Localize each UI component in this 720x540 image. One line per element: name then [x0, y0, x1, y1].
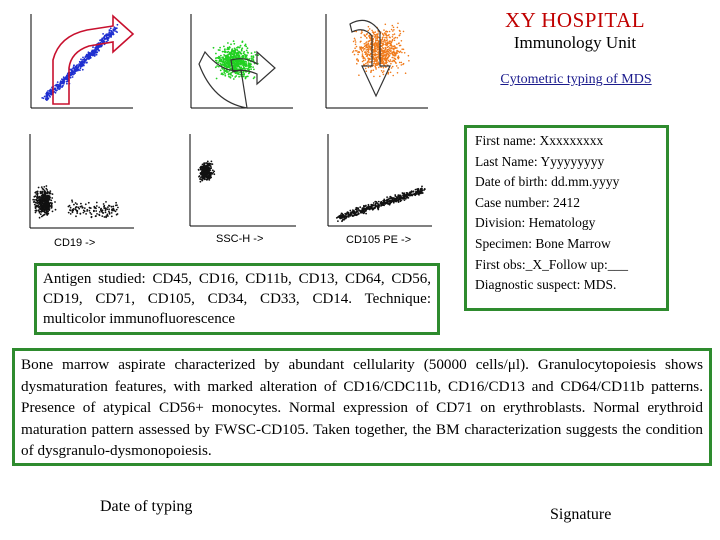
- patient-info-box: First name: Xxxxxxxxx Last Name: Yyyyyyy…: [464, 125, 669, 311]
- diagnostic-suspect: Diagnostic suspect: MDS.: [475, 277, 617, 293]
- x-axis-label-cd105: CD105 PE ->: [346, 234, 412, 246]
- plot-top-orange-svg: [325, 14, 428, 109]
- last-name: Last Name: Yyyyyyyyy: [475, 153, 605, 169]
- report-box: Bone marrow aspirate characterized by ab…: [12, 348, 712, 466]
- unit-title: Immunology Unit: [513, 33, 637, 52]
- x-axis-label-ssc: SSC-H ->: [216, 233, 264, 245]
- plot-top-orange: [310, 12, 430, 112]
- plot-mid-cd105: [308, 130, 434, 230]
- report-subtitle: Cytometric typing of MDS: [500, 72, 652, 87]
- date-of-typing-label: Date of typing: [100, 498, 193, 515]
- plot-mid-cd19: [8, 130, 136, 242]
- gate-arrow-red: [52, 14, 135, 105]
- observation: First obs:_X_Follow up:___: [475, 256, 629, 272]
- plot-mid-ssc: [170, 130, 298, 230]
- specimen: Specimen: Bone Marrow: [475, 235, 611, 251]
- plot-top-blue-svg: [30, 14, 135, 109]
- plot-mid-ssc-svg: [189, 134, 296, 227]
- first-name: First name: Xxxxxxxxx: [475, 133, 604, 148]
- antigen-box: Antigen studied: CD45, CD16, CD11b, CD13…: [34, 263, 440, 335]
- division: Division: Hematology: [475, 215, 596, 231]
- plot-top-green-svg: [190, 14, 293, 109]
- case-number: Case number: 2412: [475, 194, 580, 210]
- plot-top-green: [175, 12, 295, 112]
- date-of-birth: Date of birth: dd.mm.yyyy: [475, 174, 620, 190]
- x-axis-label-cd19: CD19 ->: [54, 237, 96, 249]
- hospital-title: XY HOSPITAL: [504, 8, 646, 32]
- plot-top-blue: [15, 12, 135, 112]
- plot-mid-cd19-svg: [29, 134, 134, 229]
- gate-outline: [198, 50, 248, 109]
- gate-arrow: [349, 19, 391, 98]
- signature-label: Signature: [550, 506, 612, 523]
- plot-mid-cd105-svg: [327, 134, 432, 227]
